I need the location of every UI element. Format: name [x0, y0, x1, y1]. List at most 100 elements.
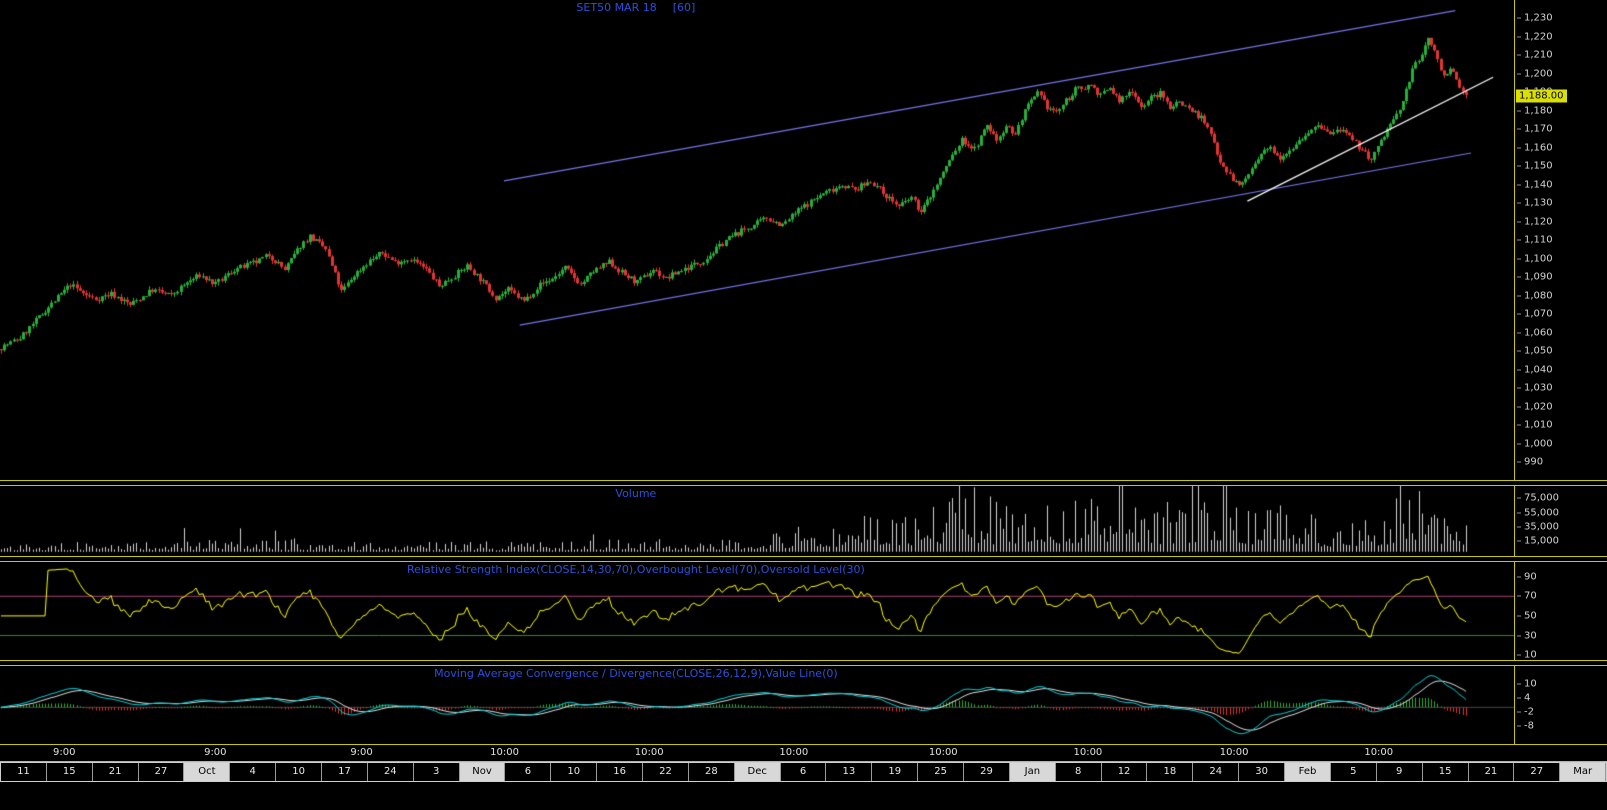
time-label: 10:00	[1364, 747, 1394, 758]
date-cell[interactable]: 13	[826, 763, 873, 781]
main-chart-panel[interactable]: SET50 MAR 18 [60]	[0, 0, 1514, 480]
date-cell[interactable]: 29	[964, 763, 1010, 781]
macd-canvas[interactable]	[0, 666, 1514, 744]
axis-tick-label: 1,000	[1517, 438, 1553, 449]
axis-tick-label: 1,030	[1517, 383, 1553, 394]
axis-tick-label: 10	[1517, 650, 1537, 661]
rsi-axis[interactable]: 90 70 50 30 10	[1514, 562, 1607, 661]
date-cell[interactable]: 8	[1056, 763, 1102, 781]
date-cell[interactable]: 24	[1193, 763, 1240, 781]
date-cell[interactable]: 28	[689, 763, 735, 781]
volume-row: Volume 75,000 55,000 35,000 15,000	[0, 486, 1607, 556]
date-cell[interactable]: 24	[368, 763, 414, 781]
date-cell[interactable]: 21	[1469, 763, 1515, 781]
date-cell[interactable]: Nov	[459, 763, 506, 781]
time-label: 9:00	[350, 747, 373, 758]
axis-tick-label: 1,230	[1517, 12, 1553, 23]
date-cell[interactable]: 15	[47, 763, 93, 781]
date-cell[interactable]: 10	[551, 763, 598, 781]
axis-tick-label: 70	[1517, 591, 1537, 602]
last-price-tag: 1,188.00	[1516, 89, 1567, 103]
axis-tick-label: 1,060	[1517, 327, 1553, 338]
bottom-filler	[0, 782, 1607, 810]
time-label: 9:00	[53, 747, 76, 758]
time-label: 9:00	[204, 747, 227, 758]
date-cell[interactable]: 18	[1147, 763, 1194, 781]
axis-tick-label: 1,140	[1517, 179, 1553, 190]
axis-tick-label: 1,080	[1517, 290, 1553, 301]
date-cell[interactable]: 10	[276, 763, 323, 781]
date-cell[interactable]: 16	[597, 763, 644, 781]
time-label: 10:00	[1073, 747, 1103, 758]
axis-tick-label: 1,120	[1517, 216, 1553, 227]
axis-tick-label: 1,130	[1517, 198, 1553, 209]
time-label: 10:00	[1219, 747, 1249, 758]
axis-tick-label: 1,050	[1517, 346, 1553, 357]
rsi-panel[interactable]: Relative Strength Index(CLOSE,14,30,70),…	[0, 562, 1514, 660]
volume-canvas[interactable]	[0, 486, 1514, 556]
axis-tick-label: 1,180	[1517, 105, 1553, 116]
date-cell[interactable]: Jan	[1009, 763, 1056, 781]
axis-tick-label: 1,010	[1517, 420, 1553, 431]
date-cell[interactable]: 15	[1423, 763, 1469, 781]
panel-separator	[0, 556, 1607, 562]
date-cell[interactable]: 27	[139, 763, 185, 781]
main-chart-canvas[interactable]	[0, 0, 1514, 480]
time-label: 10:00	[928, 747, 958, 758]
time-label: 10:00	[779, 747, 809, 758]
axis-tick-label: 15,000	[1517, 536, 1559, 547]
time-label: 10:00	[490, 747, 519, 758]
macd-panel[interactable]: Moving Average Convergence / Divergence(…	[0, 666, 1514, 744]
axis-tick-label: 1,210	[1517, 50, 1553, 61]
date-cell[interactable]: 5	[1331, 763, 1377, 781]
axis-tick-label: 1,160	[1517, 142, 1553, 153]
date-cell[interactable]: 30	[1239, 763, 1286, 781]
date-cell[interactable]: 21	[93, 763, 139, 781]
date-cell[interactable]: 3	[414, 763, 460, 781]
axis-tick-label: 50	[1517, 610, 1537, 621]
date-cell[interactable]: 17	[322, 763, 368, 781]
date-cell[interactable]: Dec	[734, 763, 781, 781]
axis-tick-label: 1,110	[1517, 235, 1553, 246]
axis-tick-label: 1,090	[1517, 272, 1553, 283]
time-label: 10:00	[634, 747, 664, 758]
macd-axis[interactable]: 10 4 -2 -8	[1514, 666, 1607, 744]
axis-tick-label: 1,220	[1517, 31, 1553, 42]
panel-separator	[0, 480, 1607, 486]
date-cell[interactable]: 6	[505, 763, 552, 781]
axis-tick-label: 1,150	[1517, 161, 1553, 172]
date-cell[interactable]: 19	[872, 763, 919, 781]
date-cell[interactable]: Mar	[1560, 763, 1607, 781]
date-cell[interactable]: 11	[1, 763, 47, 781]
axis-tick-label: 4	[1517, 693, 1530, 704]
axis-tick-label: 1,040	[1517, 364, 1553, 375]
time-axis: 9:00 9:00 9:00 10:00 10:00 10:00 10:00 10:00 10:…	[0, 745, 1607, 761]
date-cell[interactable]: 9	[1377, 763, 1423, 781]
axis-tick-label: 1,070	[1517, 309, 1553, 320]
axis-tick-label: 35,000	[1517, 521, 1559, 532]
axis-tick-label: -8	[1517, 721, 1534, 732]
axis-tick-label: 10	[1517, 678, 1537, 689]
date-cell[interactable]: 22	[643, 763, 689, 781]
axis-tick-label: -2	[1517, 707, 1534, 718]
rsi-canvas[interactable]	[0, 562, 1514, 660]
axis-tick-label: 55,000	[1517, 507, 1559, 518]
date-cell[interactable]: 4	[230, 763, 277, 781]
date-cell[interactable]: 27	[1514, 763, 1561, 781]
date-cell[interactable]: 6	[781, 763, 827, 781]
date-cell[interactable]: 12	[1102, 763, 1148, 781]
panel-separator	[0, 660, 1607, 666]
main-chart-row: SET50 MAR 18 [60] 1,188.00 1,230 1,220 1,21…	[0, 0, 1607, 480]
date-cell[interactable]: Feb	[1285, 763, 1331, 781]
panel-separator	[0, 744, 1607, 745]
date-cell[interactable]: 25	[918, 763, 965, 781]
volume-axis[interactable]: 75,000 55,000 35,000 15,000	[1514, 486, 1607, 556]
price-axis[interactable]: 1,188.00 1,2301,2201,2101,2001,1901,1801…	[1514, 0, 1607, 480]
axis-tick-label: 30	[1517, 630, 1537, 641]
axis-tick-label: 75,000	[1517, 493, 1559, 504]
axis-tick-label: 90	[1517, 571, 1537, 582]
rsi-row: Relative Strength Index(CLOSE,14,30,70),…	[0, 562, 1607, 661]
date-ruler[interactable]: 11 15 21 27 Oct 4 10 17 24 3 Nov 6 10 16 22 28 Dec 6 13 19 2…	[0, 762, 1607, 782]
date-cell[interactable]: Oct	[184, 763, 231, 781]
volume-panel[interactable]: Volume	[0, 486, 1514, 556]
